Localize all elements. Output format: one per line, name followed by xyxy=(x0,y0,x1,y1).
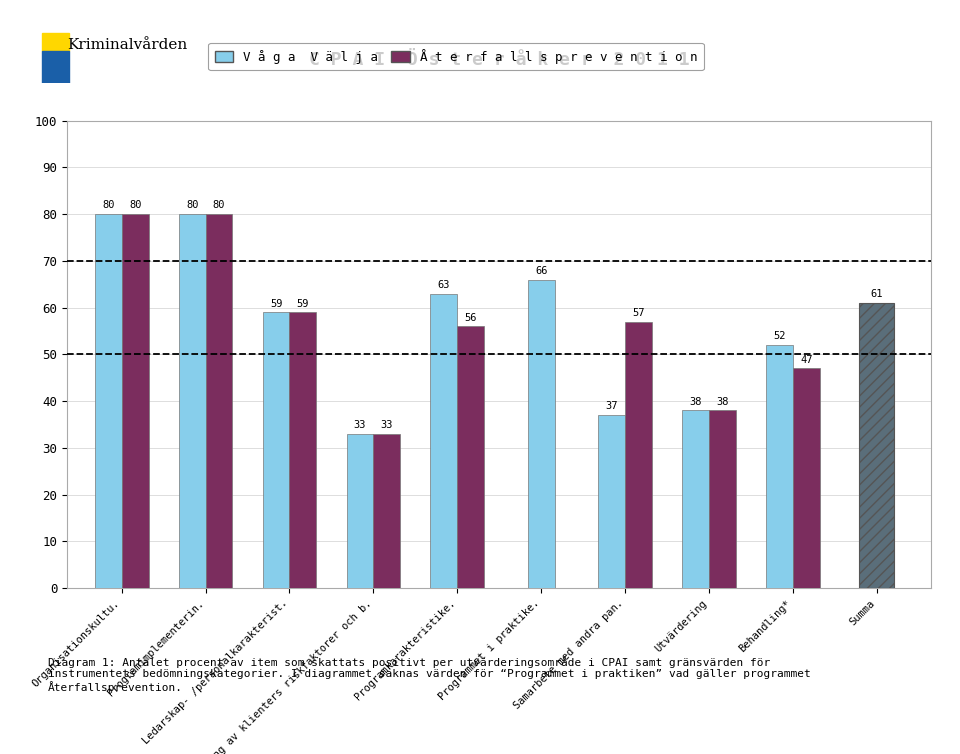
Bar xyxy=(42,51,69,83)
Bar xyxy=(42,33,69,51)
Text: 80: 80 xyxy=(102,201,114,210)
Text: 52: 52 xyxy=(773,331,785,342)
Bar xyxy=(708,410,735,588)
Text: 33: 33 xyxy=(380,420,393,430)
Bar xyxy=(263,312,290,588)
Bar xyxy=(347,434,373,588)
Bar xyxy=(766,345,793,588)
Bar xyxy=(793,369,820,588)
Bar xyxy=(682,410,708,588)
Bar xyxy=(859,303,894,588)
Text: 37: 37 xyxy=(606,401,618,412)
Text: 33: 33 xyxy=(353,420,366,430)
Bar xyxy=(179,214,205,588)
Text: 61: 61 xyxy=(871,290,883,299)
Text: 80: 80 xyxy=(213,201,226,210)
Bar xyxy=(290,312,317,588)
Text: Diagram 1: Antalet procent av item som skattats positivt per utvärderingsområde : Diagram 1: Antalet procent av item som s… xyxy=(48,656,811,694)
Bar xyxy=(598,415,625,588)
Text: 59: 59 xyxy=(297,299,309,308)
Bar xyxy=(457,326,484,588)
Text: 80: 80 xyxy=(129,201,141,210)
Title: C P A I  Ö s t e r å k e r  2 0 1 1: C P A I Ö s t e r å k e r 2 0 1 1 xyxy=(309,51,689,69)
Bar xyxy=(528,280,555,588)
Text: Kriminalvården: Kriminalvården xyxy=(67,38,187,52)
Text: 57: 57 xyxy=(633,308,645,318)
Legend: V å g a  V ä l j a, Å t e r f a l l s p r e v e n t i o n: V å g a V ä l j a, Å t e r f a l l s p r… xyxy=(208,43,704,70)
Text: 38: 38 xyxy=(689,397,702,406)
Bar xyxy=(625,322,652,588)
Bar xyxy=(373,434,400,588)
Text: 56: 56 xyxy=(465,313,477,323)
Bar xyxy=(205,214,232,588)
Text: 47: 47 xyxy=(800,354,812,365)
Bar xyxy=(95,214,122,588)
Text: 63: 63 xyxy=(438,280,450,290)
Text: 66: 66 xyxy=(535,266,547,276)
Text: 38: 38 xyxy=(716,397,729,406)
Bar xyxy=(122,214,149,588)
Text: 59: 59 xyxy=(270,299,282,308)
Text: 80: 80 xyxy=(186,201,199,210)
Bar xyxy=(430,293,457,588)
